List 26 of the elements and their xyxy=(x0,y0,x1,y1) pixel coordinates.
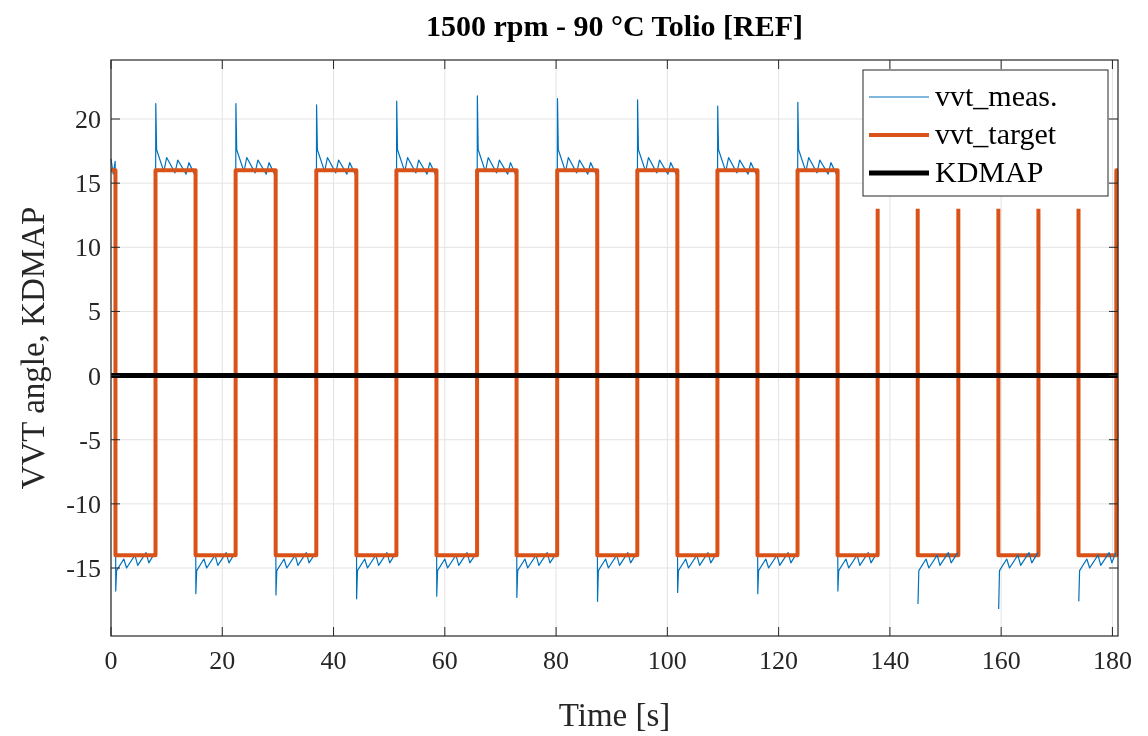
x-tick-label: 100 xyxy=(647,646,687,675)
y-tick-label: 15 xyxy=(75,169,101,199)
y-tick-label: 20 xyxy=(75,105,101,135)
line-series xyxy=(998,552,1039,610)
x-tick-label: 20 xyxy=(209,646,236,675)
x-tick-label: 80 xyxy=(543,646,570,675)
legend-label: vvt_meas. xyxy=(935,79,1058,112)
x-tick-label: 60 xyxy=(431,646,458,675)
chart-title: 1500 rpm - 90 °C Tolio [REF] xyxy=(425,9,804,42)
y-tick-label: -5 xyxy=(79,425,101,455)
y-tick-label: -10 xyxy=(66,489,101,519)
x-tick-label: 160 xyxy=(981,646,1021,675)
y-axis-title: VVT angle, KDMAP xyxy=(15,206,51,490)
x-tick-label: 180 xyxy=(1092,646,1132,675)
legend-label: KDMAP xyxy=(935,155,1044,188)
legend-label: vvt_target xyxy=(935,117,1057,150)
line-series xyxy=(1078,552,1117,602)
y-tick-label: 5 xyxy=(88,297,101,327)
x-tick-label: 120 xyxy=(759,646,799,675)
x-tick-label: 140 xyxy=(870,646,910,675)
y-tick-label: 0 xyxy=(88,361,101,391)
y-tick-label: 10 xyxy=(75,233,101,263)
line-series xyxy=(917,552,959,605)
y-tick-label: -15 xyxy=(66,554,101,584)
x-axis-title: Time [s] xyxy=(558,697,671,733)
x-tick-label: 40 xyxy=(320,646,347,675)
